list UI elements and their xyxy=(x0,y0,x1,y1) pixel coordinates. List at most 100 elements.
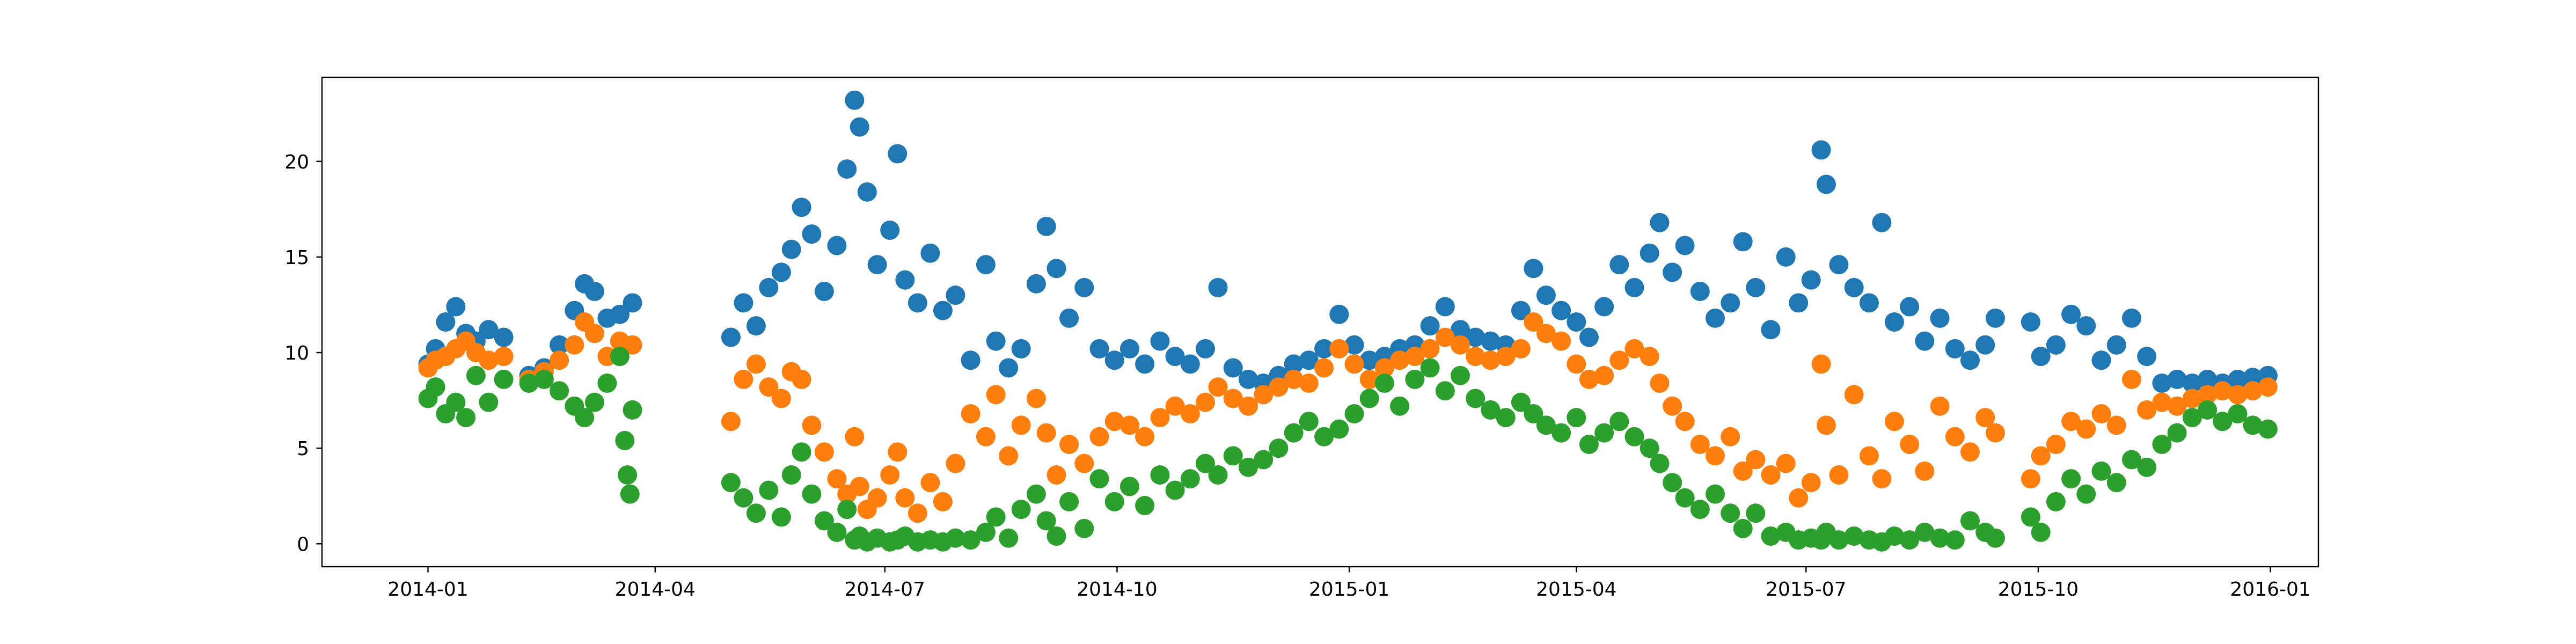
data-point xyxy=(1721,293,1740,313)
data-point xyxy=(2091,350,2111,370)
data-points xyxy=(418,90,2278,552)
series-1 xyxy=(418,90,2278,393)
data-point xyxy=(1496,347,1516,367)
data-point xyxy=(2061,412,2081,431)
data-point xyxy=(1884,312,1904,332)
data-point xyxy=(1567,354,1586,374)
data-point xyxy=(1269,377,1289,397)
data-point xyxy=(2198,369,2218,389)
data-point xyxy=(1986,308,2005,328)
data-point xyxy=(1761,320,1781,340)
data-point xyxy=(1567,312,1586,332)
data-point xyxy=(1624,339,1644,358)
data-point xyxy=(1074,277,1094,297)
data-point xyxy=(1690,500,1710,519)
data-point xyxy=(1481,331,1501,351)
data-point xyxy=(1915,522,1935,542)
data-point xyxy=(1761,526,1781,546)
data-point xyxy=(2091,461,2111,481)
data-point xyxy=(759,377,779,397)
data-point xyxy=(1690,435,1710,454)
data-point xyxy=(1801,270,1821,290)
data-point xyxy=(759,480,779,500)
data-point xyxy=(961,404,980,423)
data-point xyxy=(1789,488,1809,508)
data-point xyxy=(2106,335,2126,355)
data-point xyxy=(1284,423,1304,443)
y-tick-label: 15 xyxy=(284,247,309,269)
data-point xyxy=(2182,408,2202,428)
data-point xyxy=(792,442,811,462)
data-point xyxy=(721,412,741,431)
data-point xyxy=(2106,415,2126,435)
data-point xyxy=(2198,385,2218,405)
data-point xyxy=(1872,213,1892,232)
data-point xyxy=(986,331,1006,351)
data-point xyxy=(1089,469,1109,489)
data-point xyxy=(2122,450,2141,470)
data-point xyxy=(1675,412,1695,431)
data-point xyxy=(2213,412,2233,431)
data-point xyxy=(1552,331,1571,351)
data-point xyxy=(2243,368,2263,387)
data-point xyxy=(1059,492,1079,511)
data-point xyxy=(1960,511,1980,531)
x-tick-label: 2015-01 xyxy=(1309,579,1389,601)
data-point xyxy=(1624,277,1644,297)
data-point xyxy=(771,389,791,408)
data-point xyxy=(999,358,1019,378)
data-point xyxy=(1059,308,1079,328)
data-point xyxy=(1884,526,1904,546)
data-point xyxy=(946,453,965,473)
data-point xyxy=(1511,392,1531,412)
data-point xyxy=(1239,457,1258,477)
data-point xyxy=(1059,435,1079,454)
data-point xyxy=(746,316,766,336)
data-point xyxy=(1359,369,1379,389)
data-point xyxy=(986,507,1006,527)
data-point xyxy=(2167,396,2187,416)
data-point xyxy=(1706,308,1725,328)
x-tick-label: 2014-07 xyxy=(845,579,925,601)
data-point xyxy=(1180,469,1200,489)
data-point xyxy=(1594,423,1614,443)
data-point xyxy=(1239,369,1258,389)
data-point xyxy=(1451,335,1470,355)
data-point xyxy=(1986,528,2005,548)
data-point xyxy=(2031,446,2051,466)
data-point xyxy=(1524,312,1543,332)
data-point xyxy=(519,374,539,393)
data-point xyxy=(1011,500,1031,519)
data-point xyxy=(1884,412,1904,431)
data-point xyxy=(1706,446,1725,466)
data-point xyxy=(1011,339,1031,358)
data-point xyxy=(1314,427,1334,447)
data-point xyxy=(1859,446,1879,466)
data-point xyxy=(2046,492,2066,511)
data-point xyxy=(1119,339,1139,358)
data-point xyxy=(734,369,753,389)
data-point xyxy=(734,488,753,508)
data-point xyxy=(1900,530,1920,550)
data-point xyxy=(850,477,869,496)
data-point xyxy=(2228,404,2248,423)
data-point xyxy=(620,484,640,504)
data-point xyxy=(1104,492,1124,511)
data-point xyxy=(1299,374,1319,393)
data-point xyxy=(623,400,642,420)
data-point xyxy=(1254,385,1274,405)
data-point xyxy=(2152,374,2172,393)
data-point xyxy=(1650,453,1670,473)
data-point xyxy=(1223,446,1243,466)
data-point xyxy=(1789,293,1809,313)
data-point xyxy=(1435,327,1455,347)
data-point xyxy=(1208,377,1228,397)
data-point xyxy=(534,369,554,389)
data-point xyxy=(976,255,996,275)
data-point xyxy=(2228,369,2248,389)
data-point xyxy=(2152,435,2172,454)
data-point xyxy=(1036,511,1056,531)
data-point xyxy=(2243,415,2263,435)
data-point xyxy=(1609,255,1629,275)
data-point xyxy=(1844,385,1864,405)
